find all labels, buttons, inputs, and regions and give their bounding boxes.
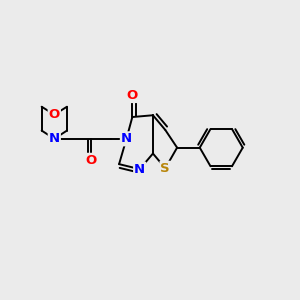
Text: O: O	[49, 108, 60, 121]
Text: O: O	[127, 89, 138, 102]
Text: O: O	[85, 154, 97, 167]
Text: N: N	[49, 132, 60, 145]
Text: N: N	[134, 163, 145, 176]
Text: N: N	[121, 132, 132, 145]
Text: S: S	[160, 162, 170, 175]
